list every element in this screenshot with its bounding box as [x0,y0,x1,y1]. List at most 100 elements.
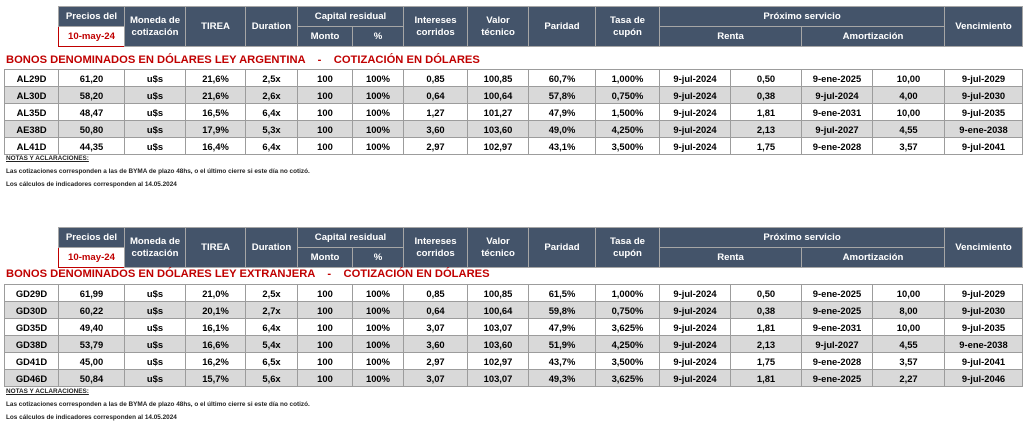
cell-renta-fecha: 9-jul-2024 [659,369,731,387]
cell-paridad: 59,8% [528,301,596,319]
cell-amort-fecha: 9-jul-2027 [801,120,873,138]
moneda-header: Moneda de cotización [124,6,186,47]
cell-renta-fecha: 9-jul-2024 [659,318,731,336]
cell-valor-tecnico: 100,85 [467,284,529,302]
cell-monto: 100 [297,120,353,138]
monto-header: Monto [297,247,353,268]
cell-valor-tecnico: 100,64 [467,301,529,319]
cell-renta-monto: 1,81 [730,103,802,121]
cell-valor-tecnico: 100,64 [467,86,529,104]
cell-precio: 45,00 [58,352,125,370]
cell-tirea: 20,1% [185,301,246,319]
cell-renta-fecha: 9-jul-2024 [659,335,731,353]
notes-line-2: Los cálculos de indicadores corresponden… [6,414,177,421]
cell-intereses: 3,60 [403,335,468,353]
cell-precio: 53,79 [58,335,125,353]
cell-tirea: 17,9% [185,120,246,138]
cell-ticker: GD41D [4,352,59,370]
cell-duration: 5,3x [245,120,298,138]
table-row: GD35D 49,40 u$s 16,1% 6,4x 100 100% 3,07 103,07 4… [4,318,1023,336]
cell-amort-fecha: 9-ene-2025 [801,284,873,302]
renta-header: Renta [659,247,803,268]
cell-intereses: 2,97 [403,137,468,155]
cell-intereses: 3,07 [403,369,468,387]
precios-del-label: Precios del [58,227,125,248]
cell-tirea: 21,6% [185,86,246,104]
cell-monto: 100 [297,137,353,155]
cell-paridad: 47,9% [528,318,596,336]
cell-moneda: u$s [124,103,186,121]
valor-header: Valor técnico [467,6,530,47]
cell-amort-fecha: 9-ene-2028 [801,137,873,155]
table-row: GD41D 45,00 u$s 16,2% 6,5x 100 100% 2,97 102,97 4… [4,352,1023,370]
cell-ticker: AE38D [4,120,59,138]
amortizacion-header: Amortización [801,26,946,47]
cell-renta-fecha: 9-jul-2024 [659,352,731,370]
cell-tirea: 16,2% [185,352,246,370]
cell-amort-monto: 3,57 [872,352,945,370]
cell-valor-tecnico: 100,85 [467,69,529,87]
cell-ticker: AL41D [4,137,59,155]
cell-paridad: 47,9% [528,103,596,121]
section-title: BONOS DENOMINADOS EN DÓLARES LEY EXTRANJ… [6,268,490,280]
cell-intereses: 3,60 [403,120,468,138]
cell-precio: 58,20 [58,86,125,104]
cell-moneda: u$s [124,301,186,319]
vencimiento-header: Vencimiento [944,227,1024,268]
proximo-servicio-header: Próximo servicio [659,227,946,248]
cell-intereses: 0,85 [403,69,468,87]
cell-valor-tecnico: 102,97 [467,352,529,370]
table-row: AL30D 58,20 u$s 21,6% 2,6x 100 100% 0,64 100,64 5… [4,86,1023,104]
monto-header: Monto [297,26,353,47]
proximo-servicio-header: Próximo servicio [659,6,946,27]
cell-renta-monto: 0,50 [730,284,802,302]
moneda-header: Moneda de cotización [124,227,186,268]
cell-intereses: 3,07 [403,318,468,336]
cell-tirea: 16,6% [185,335,246,353]
pct-header: % [351,247,405,268]
cell-renta-monto: 1,75 [730,137,802,155]
cell-amort-monto: 4,55 [872,335,945,353]
notes-block: NOTAS Y ACLARACIONES: Las cotizaciones c… [6,152,310,191]
cell-duration: 6,5x [245,352,298,370]
cell-tasa-cupon: 0,750% [595,301,660,319]
cell-ticker: GD35D [4,318,59,336]
cell-renta-monto: 0,38 [730,301,802,319]
cell-paridad: 49,0% [528,120,596,138]
cell-amort-monto: 8,00 [872,301,945,319]
cell-renta-fecha: 9-jul-2024 [659,86,731,104]
cell-renta-fecha: 9-jul-2024 [659,120,731,138]
cell-precio: 60,22 [58,301,125,319]
cell-tirea: 16,5% [185,103,246,121]
cell-monto: 100 [297,103,353,121]
paridad-header: Paridad [528,227,597,268]
cell-pct: 100% [352,369,404,387]
cell-tasa-cupon: 3,500% [595,137,660,155]
cell-amort-fecha: 9-jul-2027 [801,335,873,353]
duration-header: Duration [245,6,298,47]
cell-valor-tecnico: 101,27 [467,103,529,121]
cell-duration: 2,5x [245,284,298,302]
valor-header: Valor técnico [467,227,530,268]
cell-moneda: u$s [124,120,186,138]
cell-tirea: 15,7% [185,369,246,387]
amortizacion-header: Amortización [801,247,946,268]
cell-valor-tecnico: 103,07 [467,369,529,387]
notes-block: NOTAS Y ACLARACIONES: Las cotizaciones c… [6,385,310,424]
cell-tirea: 21,6% [185,69,246,87]
intereses-header: Intereses corridos [403,6,469,47]
cell-paridad: 60,7% [528,69,596,87]
cell-duration: 6,4x [245,103,298,121]
date-cell: 10-may-24 [58,26,125,47]
cell-paridad: 43,7% [528,352,596,370]
cell-renta-monto: 1,75 [730,352,802,370]
cell-moneda: u$s [124,318,186,336]
cell-pct: 100% [352,301,404,319]
cell-amort-fecha: 9-ene-2028 [801,352,873,370]
cell-renta-monto: 2,13 [730,120,802,138]
cell-ticker: AL29D [4,69,59,87]
cell-renta-monto: 2,13 [730,335,802,353]
tirea-header: TIREA [185,6,246,47]
cell-amort-monto: 4,55 [872,120,945,138]
cell-tasa-cupon: 1,000% [595,284,660,302]
